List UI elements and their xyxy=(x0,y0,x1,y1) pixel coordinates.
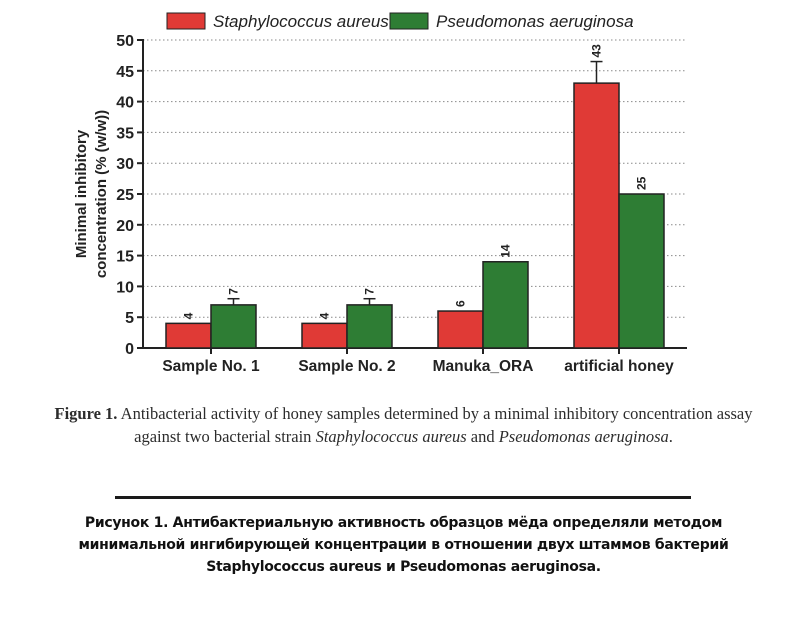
legend-swatch xyxy=(166,12,206,30)
x-tick-label: artificial honey xyxy=(564,358,674,375)
bar xyxy=(346,304,393,349)
x-tick-label: Sample No. 1 xyxy=(162,358,260,375)
caption-text: Antibacterial activity of honey samples … xyxy=(117,404,753,446)
y-tick-label: 15 xyxy=(116,249,134,266)
caption-conjunction: and xyxy=(466,427,499,446)
figure-label: Figure 1. xyxy=(54,404,118,423)
bar xyxy=(482,261,529,349)
data-label: 7 xyxy=(363,288,377,295)
y-tick-label: 5 xyxy=(125,310,134,327)
bar xyxy=(618,193,665,349)
caption-species-2: Pseudomonas aeruginosa xyxy=(498,427,669,446)
data-label: 25 xyxy=(635,176,649,190)
legend-label: Staphylococcus aureus xyxy=(213,12,389,31)
caption-ru-line1: Рисунок 1. Антибактериальную активность … xyxy=(84,515,723,531)
y-tick-label: 25 xyxy=(116,187,134,204)
data-label: 7 xyxy=(227,288,241,295)
bar xyxy=(210,304,257,349)
chart-labels: 4 7 4 7 6 14 43 25 xyxy=(182,44,649,319)
data-label: 43 xyxy=(590,44,604,58)
figure-caption-english: Figure 1. Antibacterial activity of hone… xyxy=(40,402,767,448)
y-tick-label: 0 xyxy=(125,341,134,358)
data-label: 4 xyxy=(182,312,196,319)
data-label: 14 xyxy=(499,244,513,258)
y-tick-label: 30 xyxy=(116,156,134,173)
bar xyxy=(437,310,484,349)
y-axis-label-line2: concentration (% (w/w)) xyxy=(93,110,110,278)
bar xyxy=(301,322,348,349)
chart-legend: Staphylococcus aureus Pseudomonas aerugin… xyxy=(166,12,634,31)
legend-label: Pseudomonas aeruginosa xyxy=(436,12,634,31)
x-tick-label: Manuka_ORA xyxy=(433,358,534,375)
y-tick-label: 35 xyxy=(116,125,134,142)
chart-bars xyxy=(165,60,665,349)
y-tick-label: 40 xyxy=(116,95,134,112)
caption-species-1: Staphylococcus aureus xyxy=(315,427,467,446)
figure-caption-russian: Рисунок 1. Антибактериальную активность … xyxy=(20,512,787,578)
bar xyxy=(165,322,212,349)
caption-ru-line3: Staphylococcus aureus и Pseudomonas aeru… xyxy=(206,559,601,575)
y-tick-label: 45 xyxy=(116,64,134,81)
y-tick-label: 10 xyxy=(116,279,134,296)
data-label: 4 xyxy=(318,312,332,319)
divider-line xyxy=(115,496,691,499)
chart-axes: 0 5 10 15 20 25 30 35 40 45 50 Sample No. 1 Sample N… xyxy=(116,33,687,375)
data-label: 6 xyxy=(454,300,468,307)
x-tick-label: Sample No. 2 xyxy=(298,358,395,375)
y-tick-label: 50 xyxy=(116,33,134,50)
bar xyxy=(573,82,620,349)
legend-swatch xyxy=(389,12,429,30)
y-tick-label: 20 xyxy=(116,218,134,235)
y-axis-label-line1: Minimal inhibitory xyxy=(73,129,90,258)
caption-ru-line2: минимальной ингибирующей концентрации в … xyxy=(78,537,729,553)
bar-chart: Staphylococcus aureus Pseudomonas aerugin… xyxy=(73,12,687,375)
caption-end: . xyxy=(668,427,673,446)
